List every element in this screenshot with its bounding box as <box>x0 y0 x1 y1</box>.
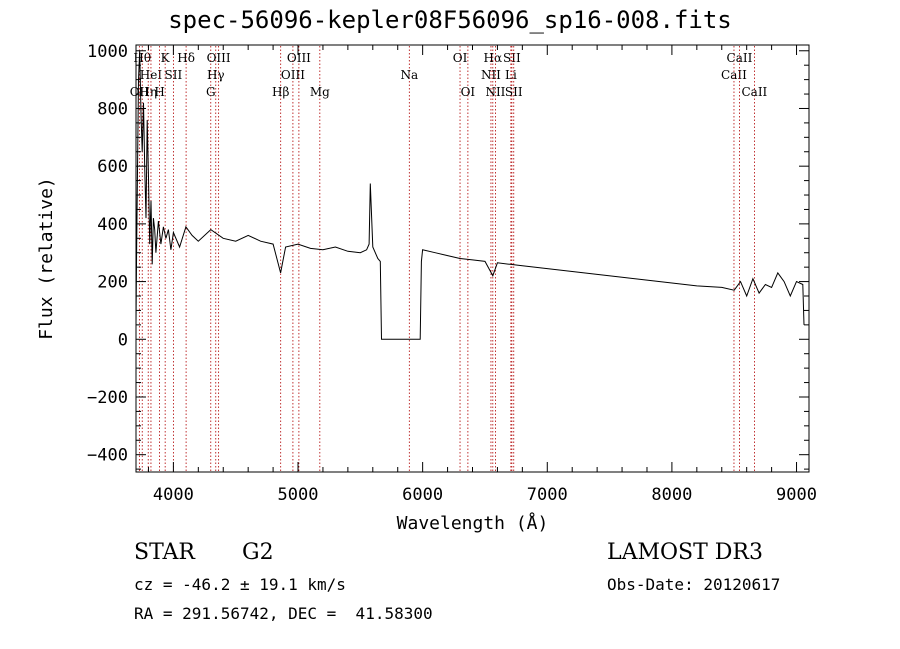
y-tick-label-5: 600 <box>97 157 128 177</box>
line-marker-label-16: OI <box>453 51 468 65</box>
object-class: STAR <box>134 540 195 565</box>
chart-title: spec-56096-kepler08F56096_sp16-008.fits <box>168 6 732 34</box>
line-marker-label-13: OIII <box>287 51 311 65</box>
line-marker-label-18: NII <box>481 68 501 82</box>
line-marker-label-10: OIII <box>207 51 231 65</box>
x-tick-label-2: 6000 <box>402 485 443 505</box>
y-tick-label-6: 800 <box>97 99 128 119</box>
line-marker-label-23: SII <box>505 85 523 99</box>
x-tick-label-0: 4000 <box>153 485 194 505</box>
line-marker-label-20: NII <box>485 85 505 99</box>
line-marker-label-11: Hβ <box>272 85 289 99</box>
survey-name: LAMOST DR3 <box>607 540 763 565</box>
y-tick-label-7: 1000 <box>87 42 128 62</box>
line-marker-label-15: Na <box>400 68 418 82</box>
object-subclass: G2 <box>242 540 274 565</box>
line-marker-label-9: Hγ <box>207 68 225 82</box>
y-axis-label: Flux (relative) <box>36 177 57 340</box>
line-marker-label-22: SII <box>503 51 521 65</box>
line-marker-label-24: CaII <box>721 68 747 82</box>
line-marker-label-12: OIII <box>281 68 305 82</box>
line-marker-label-19: Hα <box>484 51 503 65</box>
spectrum-series-line <box>135 50 805 340</box>
line-marker-label-17: OI <box>461 85 476 99</box>
line-marker-label-7: Hδ <box>177 51 195 65</box>
y-tick-label-3: 200 <box>97 273 128 293</box>
x-tick-label-1: 5000 <box>278 485 319 505</box>
line-marker-label-0: OII <box>130 85 150 99</box>
y-tick-label-1: −200 <box>87 388 128 408</box>
line-marker-label-14: Mg <box>310 85 330 99</box>
x-axis-label: Wavelength (Å) <box>397 512 549 534</box>
redshift-value: cz = -46.2 ± 19.1 km/s <box>134 575 346 594</box>
line-marker-label-25: CaII <box>727 51 753 65</box>
x-tick-label-4: 8000 <box>651 485 692 505</box>
line-marker-label-21: Li <box>505 68 517 82</box>
line-marker-label-2: Hη <box>139 85 157 99</box>
line-marker-label-26: CaII <box>741 85 767 99</box>
line-marker-label-6: SII <box>165 68 183 82</box>
line-marker-label-1: Hθ <box>133 51 151 65</box>
observation-date: Obs-Date: 20120617 <box>607 575 781 594</box>
line-marker-label-3: HeI <box>140 68 163 82</box>
line-marker-label-5: K <box>161 51 171 65</box>
y-tick-label-2: 0 <box>118 330 128 350</box>
x-tick-label-5: 9000 <box>776 485 817 505</box>
line-marker-label-8: G <box>206 85 216 99</box>
coordinates: RA = 291.56742, DEC = 41.58300 <box>134 604 433 623</box>
line-marker-label-4: H <box>154 85 164 99</box>
x-tick-label-3: 7000 <box>527 485 568 505</box>
plot-frame <box>135 44 810 473</box>
y-tick-label-0: −400 <box>87 446 128 466</box>
y-tick-label-4: 400 <box>97 215 128 235</box>
